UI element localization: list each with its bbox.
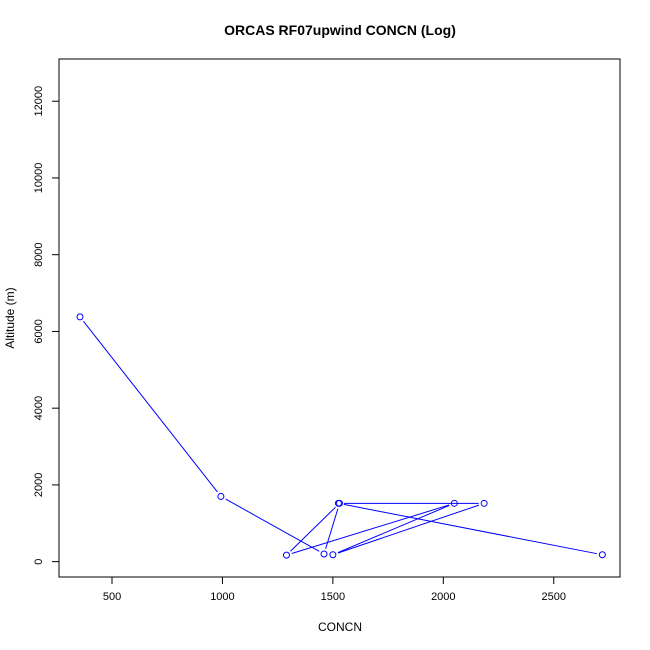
data-point (480, 499, 488, 507)
series-segment (290, 506, 336, 552)
x-tick-label: 500 (103, 591, 121, 603)
data-point (334, 499, 342, 507)
data-point (282, 551, 290, 559)
x-axis-label: CONCN (318, 620, 362, 634)
x-axis: 500 1000 1500 2000 2500 (103, 576, 566, 603)
series-layer (76, 313, 606, 559)
data-point (76, 313, 84, 321)
y-tick-label: 8000 (33, 242, 45, 266)
series-segment (291, 504, 450, 554)
series-segment (337, 505, 450, 554)
series-segment (337, 504, 480, 554)
data-point (450, 499, 458, 507)
x-tick-label: 1000 (210, 591, 234, 603)
y-tick-label: 12000 (33, 86, 45, 117)
data-point (320, 550, 328, 558)
series-segment (82, 320, 218, 493)
y-tick-label: 2000 (33, 473, 45, 497)
y-tick-label: 0 (33, 559, 45, 565)
plot-frame (58, 58, 621, 578)
y-axis: 0 2000 4000 6000 8000 10000 12000 (33, 86, 60, 565)
x-tick-label: 2500 (541, 591, 565, 603)
data-point (598, 551, 606, 559)
x-tick-label: 2000 (431, 591, 455, 603)
series-segment (343, 503, 598, 555)
y-tick-label: 6000 (33, 319, 45, 343)
data-point (329, 551, 337, 559)
series-segment (225, 498, 320, 552)
y-tick-label: 4000 (33, 396, 45, 420)
y-axis-label: Altitude (m) (3, 287, 17, 348)
y-tick-label: 10000 (33, 163, 45, 194)
chart-title: ORCAS RF07upwind CONCN (Log) (224, 22, 456, 38)
x-tick-label: 1500 (321, 591, 345, 603)
data-point (217, 492, 225, 500)
